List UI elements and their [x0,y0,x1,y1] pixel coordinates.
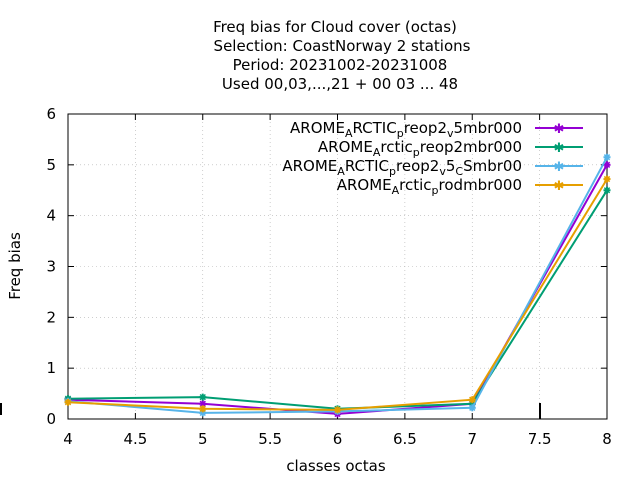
series-4-point-1 [199,405,207,413]
series-1-point-1 [199,400,207,408]
y-tick-label-2: 2 [46,308,56,326]
series-4-point-0 [64,398,72,406]
series-4-point-2 [334,406,341,414]
x-tick-label-6: 7 [467,430,477,448]
y-tick-label-6: 6 [46,105,56,123]
title-line-4: Used 00,03,...,21 + 00 03 ... 48 [222,75,458,93]
x-tick-label-2: 5 [198,430,208,448]
grid [68,114,607,419]
legend-entry-1-label: AROMEARCTICpreop2v5mbr000 [290,119,522,140]
chart-title: Freq bias for Cloud cover (octas) Select… [213,18,471,93]
x-tick-label-4: 6 [333,430,343,448]
series-1-point-4 [603,161,611,169]
series-layer [64,153,611,418]
legend-entry-1-marker: ✱ [554,122,565,137]
legend-entry-3-marker: ✱ [554,160,565,175]
y-axis-label: Freq bias [6,232,24,300]
y-tick-label-4: 4 [46,207,56,225]
plot-frame [67,113,608,420]
title-line-2: Selection: CoastNorway 2 stations [214,37,471,55]
series-4-point-4 [603,175,611,183]
series-4 [64,175,611,414]
legend: AROMEARCTICpreop2v5mbr000 ✱ AROMEArcticp… [282,119,583,197]
y-tick-label-1: 1 [46,359,56,377]
y-tick-label-5: 5 [46,156,56,174]
legend-entry-3-label: AROMEARCTICpreop2v5CSmbr00 [282,157,522,178]
series-1 [64,161,611,418]
legend-entry-4-label: AROMEArcticprodmbr000 [337,176,522,197]
x-tick-label-7: 7.5 [528,430,552,448]
title-line-1: Freq bias for Cloud cover (octas) [213,18,457,36]
x-tick-label-5: 6.5 [393,430,417,448]
x-tick-label-3: 5.5 [258,430,282,448]
series-2-line [67,189,608,410]
y-tick-label-0: 0 [46,410,56,428]
series-4-point-3 [468,396,476,404]
series-3-point-3 [468,404,476,412]
x-tick-label-0: 4 [63,430,73,448]
legend-entry-4-marker: ✱ [554,179,565,194]
title-line-3: Period: 20231002-20231008 [233,56,448,74]
series-2-point-1 [199,393,207,401]
x-axis-label: classes octas [286,457,386,475]
series-3-point-4 [603,153,611,161]
legend-entry-2-marker: ✱ [554,141,565,156]
x-tick-label-8: 8 [602,430,612,448]
x-tick-label-1: 4.5 [123,430,147,448]
legend-entry-2-label: AROMEArcticpreop2mbr000 [318,138,522,159]
y-tick-label-3: 3 [46,258,56,276]
series-2-point-4 [603,186,611,194]
